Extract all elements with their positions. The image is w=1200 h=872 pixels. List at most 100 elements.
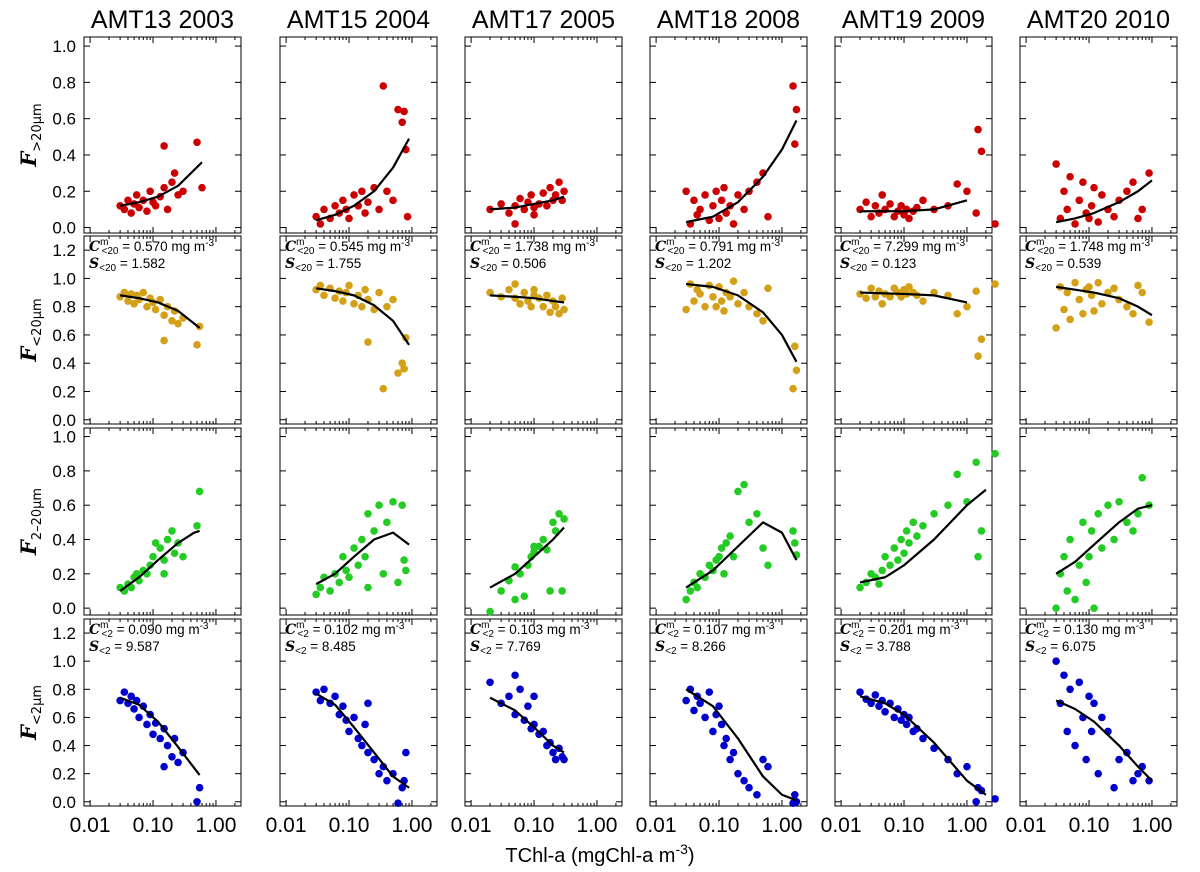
panel-frame (464, 235, 623, 425)
data-point (1060, 671, 1068, 680)
data-point (905, 283, 913, 291)
data-point (1123, 518, 1131, 527)
data-point (991, 449, 999, 458)
data-point (897, 716, 905, 725)
data-point (170, 549, 179, 558)
data-point (312, 590, 320, 599)
data-point (729, 748, 738, 757)
fit-curve (315, 531, 410, 586)
data-point (1123, 187, 1131, 196)
data-point (130, 300, 138, 308)
data-point (1052, 657, 1060, 665)
data-point (722, 539, 730, 547)
data-point (320, 685, 328, 694)
panel-frame (83, 36, 242, 234)
panel (649, 427, 808, 616)
data-point (551, 527, 560, 535)
data-point (160, 570, 168, 578)
panel (464, 36, 623, 234)
data-point (389, 497, 397, 506)
fit-curve (1055, 179, 1153, 224)
data-point (696, 699, 704, 708)
data-point (400, 556, 408, 564)
data-point (558, 294, 566, 302)
panel (464, 427, 623, 616)
y-axis-label: F>20µm (16, 103, 45, 167)
data-point (791, 140, 799, 148)
data-point (120, 288, 129, 297)
column-title: AMT19 2009 (842, 6, 985, 34)
fit-curve (489, 696, 565, 754)
data-point (1094, 218, 1103, 226)
data-point (320, 205, 328, 214)
data-point (682, 305, 690, 314)
data-point (163, 205, 172, 214)
data-point (156, 544, 164, 552)
data-point (560, 187, 568, 196)
data-point (856, 688, 864, 696)
data-point (527, 302, 535, 311)
panel-frame (279, 618, 438, 807)
data-point (398, 783, 407, 792)
data-point (375, 288, 383, 297)
y-tick-label: 0.2 (52, 565, 76, 584)
data-point (734, 769, 742, 778)
data-point (913, 532, 921, 540)
data-point (143, 720, 151, 729)
y-tick-label: 0.6 (52, 496, 76, 515)
data-point (560, 755, 568, 764)
data-point (560, 305, 568, 314)
data-point (486, 607, 494, 616)
y-tick-label: 0.0 (52, 793, 76, 812)
data-point (193, 341, 201, 349)
data-point (1075, 678, 1084, 687)
data-point (759, 317, 767, 325)
fit-curve (1055, 285, 1153, 317)
data-point (878, 300, 887, 308)
data-point (179, 552, 187, 561)
data-point (394, 578, 402, 587)
data-point (560, 515, 568, 523)
x-tick-label: 0.10 (884, 814, 925, 837)
panel-frame (834, 36, 993, 234)
data-point (1138, 205, 1147, 214)
data-point (1082, 755, 1090, 764)
data-point (886, 561, 894, 570)
data-point (1066, 685, 1074, 694)
data-point (764, 284, 772, 293)
data-point (549, 518, 557, 527)
data-point (530, 692, 538, 701)
panel-frame (279, 427, 438, 616)
data-point (991, 280, 999, 288)
data-point (1110, 212, 1118, 221)
data-point (370, 527, 378, 535)
data-point (1134, 769, 1142, 778)
param-c-label: Cm <2 = 0.102 mg m-3 (285, 620, 405, 640)
fit-curve (119, 294, 201, 329)
data-point (543, 291, 551, 300)
fit-curve (686, 282, 798, 363)
data-point (345, 281, 353, 290)
data-point (871, 691, 880, 699)
data-point (871, 201, 880, 210)
panel-frame (279, 235, 438, 425)
data-point (705, 688, 714, 696)
fit-curve (1055, 504, 1153, 575)
data-point (686, 587, 695, 595)
x-tick-label: 0.10 (133, 814, 174, 837)
data-point (1085, 692, 1093, 701)
data-point (364, 338, 372, 346)
data-point (149, 552, 157, 561)
data-point (974, 125, 982, 134)
fit-curve (315, 138, 411, 222)
data-point (160, 762, 168, 771)
data-point (905, 713, 913, 722)
data-point (729, 552, 738, 561)
data-point (555, 509, 563, 518)
data-point (974, 552, 982, 561)
data-point (132, 191, 141, 199)
data-point (1129, 178, 1137, 186)
data-point (345, 727, 353, 736)
x-tick-label: 1.00 (196, 814, 237, 837)
